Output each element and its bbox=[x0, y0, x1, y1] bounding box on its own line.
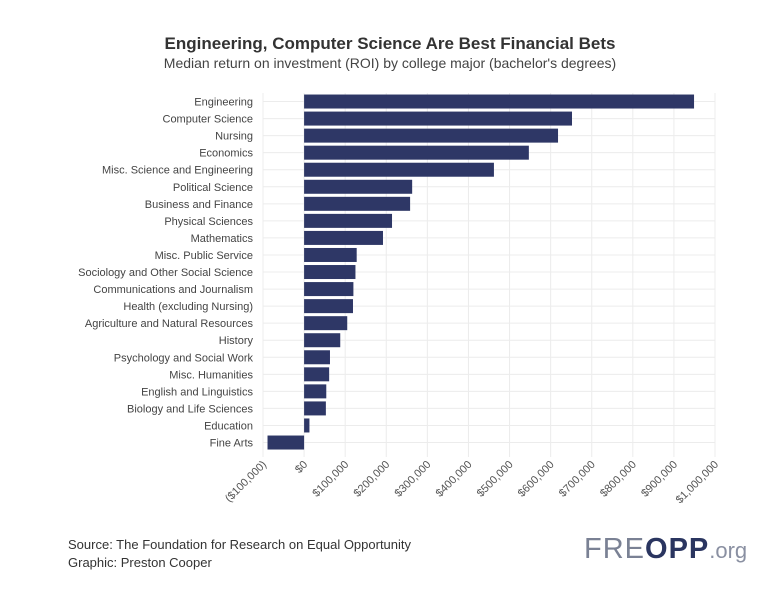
category-label: Nursing bbox=[215, 131, 253, 143]
category-label: Sociology and Other Social Science bbox=[78, 267, 253, 279]
bar bbox=[304, 213, 393, 228]
x-tick-label: $200,000 bbox=[351, 459, 392, 500]
category-label: History bbox=[219, 335, 254, 347]
x-tick-label: $100,000 bbox=[310, 459, 351, 500]
bar bbox=[304, 282, 354, 297]
bar bbox=[304, 94, 695, 109]
x-tick-label: $700,000 bbox=[557, 459, 598, 500]
bar bbox=[304, 162, 494, 177]
bar bbox=[304, 247, 357, 262]
x-tick-label: $400,000 bbox=[434, 459, 475, 500]
category-label: Psychology and Social Work bbox=[114, 352, 254, 364]
x-tick-label: $800,000 bbox=[598, 459, 639, 500]
bar bbox=[304, 333, 341, 348]
category-label: Health (excluding Nursing) bbox=[123, 301, 253, 313]
category-label: Education bbox=[204, 420, 253, 432]
category-label: English and Linguistics bbox=[141, 386, 253, 398]
category-label: Political Science bbox=[173, 182, 253, 194]
chart-subtitle: Median return on investment (ROI) by col… bbox=[163, 55, 617, 71]
category-label: Agriculture and Natural Resources bbox=[85, 318, 254, 330]
x-tick-label: $500,000 bbox=[475, 459, 516, 500]
bar bbox=[304, 418, 310, 433]
x-tick-label: $0 bbox=[293, 459, 310, 476]
bar bbox=[304, 179, 413, 194]
chart-title: Engineering, Computer Science Are Best F… bbox=[164, 34, 616, 53]
bar bbox=[304, 384, 327, 399]
category-label: Engineering bbox=[194, 97, 253, 109]
x-tick-label: $600,000 bbox=[516, 459, 557, 500]
x-tick-label: $1,000,000 bbox=[674, 459, 721, 506]
bar bbox=[304, 299, 353, 314]
freopp-logo: FREOPP.org bbox=[584, 533, 748, 565]
category-label: Business and Finance bbox=[145, 199, 253, 211]
bar bbox=[304, 401, 326, 416]
bar bbox=[304, 350, 330, 365]
bar bbox=[304, 128, 559, 143]
bar bbox=[304, 145, 529, 160]
category-label: Computer Science bbox=[163, 114, 254, 126]
category-label: Communications and Journalism bbox=[93, 284, 253, 296]
bar bbox=[304, 196, 411, 211]
category-label: Fine Arts bbox=[210, 438, 254, 450]
category-label: Misc. Public Service bbox=[155, 250, 253, 262]
bar bbox=[304, 367, 330, 382]
category-label: Misc. Humanities bbox=[169, 369, 253, 381]
bar bbox=[304, 265, 356, 280]
category-label: Mathematics bbox=[191, 233, 254, 245]
bar bbox=[304, 230, 383, 245]
x-tick-label: $900,000 bbox=[639, 459, 680, 500]
bar bbox=[304, 111, 573, 126]
graphic-credit: Graphic: Preston Cooper bbox=[68, 555, 212, 570]
bar bbox=[267, 435, 305, 450]
source-text: Source: The Foundation for Research on E… bbox=[68, 537, 412, 552]
x-tick-label: ($100,000) bbox=[223, 459, 269, 505]
x-tick-label: $300,000 bbox=[393, 459, 434, 500]
category-label: Physical Sciences bbox=[164, 216, 253, 228]
bar bbox=[304, 316, 348, 331]
category-label: Economics bbox=[199, 148, 253, 160]
category-label: Biology and Life Sciences bbox=[127, 403, 253, 415]
category-label: Misc. Science and Engineering bbox=[102, 165, 253, 177]
